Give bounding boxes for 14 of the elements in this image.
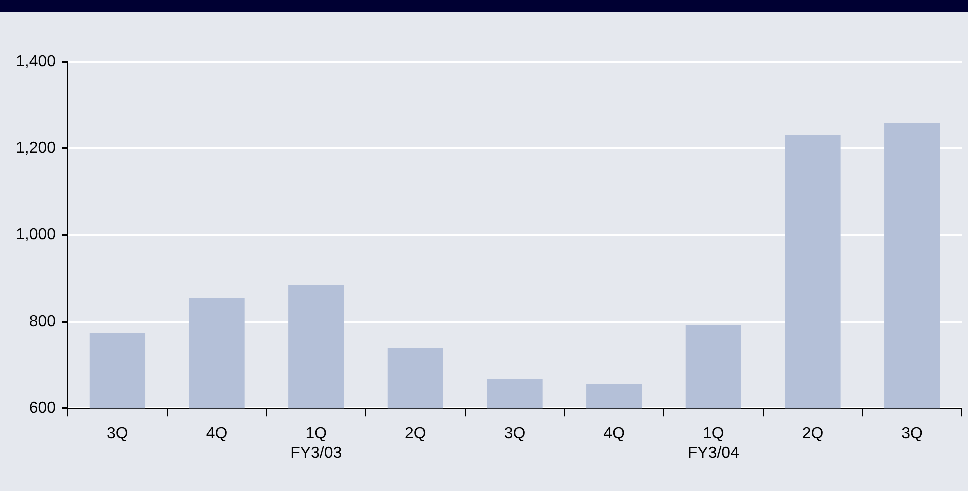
y-tick-label: 600	[29, 400, 56, 418]
y-tick-label: 1,200	[16, 140, 56, 158]
x-tick-label: 4Q	[604, 426, 626, 443]
x-tick-label: 3Q	[107, 426, 128, 443]
x-tick-label: 3Q	[504, 426, 526, 443]
x-tick-label: 3Q	[902, 426, 924, 443]
x-tick-label: 2Q	[802, 426, 824, 443]
x-tick-label: 1Q FY3/04	[688, 426, 740, 462]
x-tick-label: 4Q	[206, 426, 228, 443]
x-tick-label: 1Q FY3/03	[290, 426, 342, 462]
y-tick-label: 1,400	[16, 53, 56, 70]
y-tick-label: 1,000	[16, 226, 56, 244]
y-tick-label: 800	[29, 313, 56, 330]
x-tick-label: 2Q	[405, 426, 426, 443]
